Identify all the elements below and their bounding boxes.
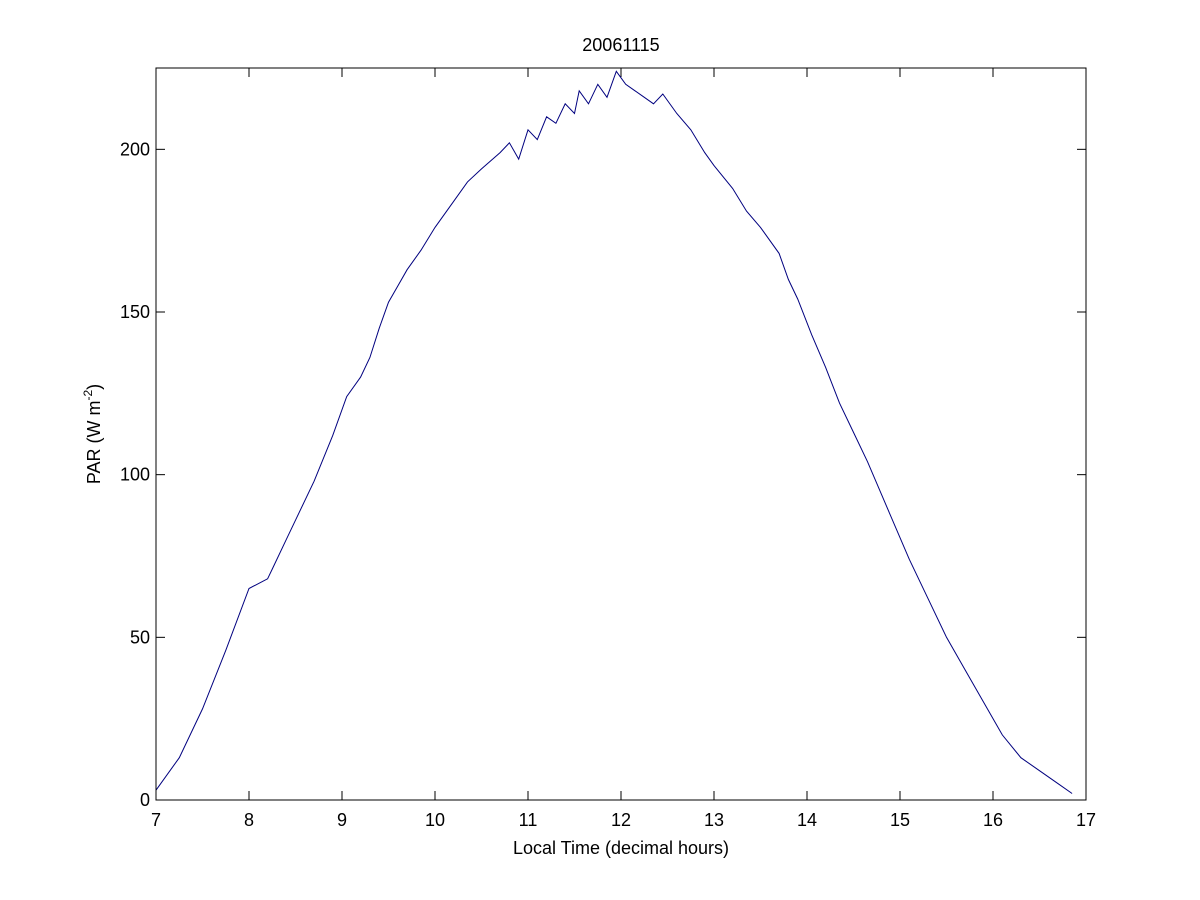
tick-labels: 7 8 9 10 11 12 13 14 15 16 17 0 50 100 150 200 (120, 139, 1096, 830)
x-tick-label: 9 (337, 810, 347, 830)
x-axis-label: Local Time (decimal hours) (513, 838, 729, 858)
x-tick-label: 14 (797, 810, 817, 830)
y-tick-label: 100 (120, 465, 150, 485)
y-axis-label: PAR (W m-2) (81, 384, 104, 484)
y-tick-label: 0 (140, 790, 150, 810)
x-tick-label: 13 (704, 810, 724, 830)
x-tick-label: 12 (611, 810, 631, 830)
plot-area (156, 68, 1086, 800)
plot-frame (155, 67, 1087, 801)
x-tick-label: 15 (890, 810, 910, 830)
x-tick-label: 11 (519, 810, 538, 830)
x-tick-label: 17 (1076, 810, 1096, 830)
y-axis-label-main: PAR (W m (84, 401, 104, 485)
series-line (155, 70, 1073, 794)
x-tick-label: 8 (244, 810, 254, 830)
y-tick-label: 150 (120, 302, 150, 322)
y-axis-label-superscript: -2 (81, 390, 95, 401)
y-tick-label: 200 (120, 139, 150, 159)
x-tick-label: 16 (983, 810, 1003, 830)
x-tick-label: 10 (425, 810, 445, 830)
x-tick-label: 7 (151, 810, 161, 830)
y-tick-label: 50 (130, 627, 150, 647)
chart-title: 20061115 (582, 35, 659, 55)
y-axis-label-close: ) (84, 384, 104, 390)
